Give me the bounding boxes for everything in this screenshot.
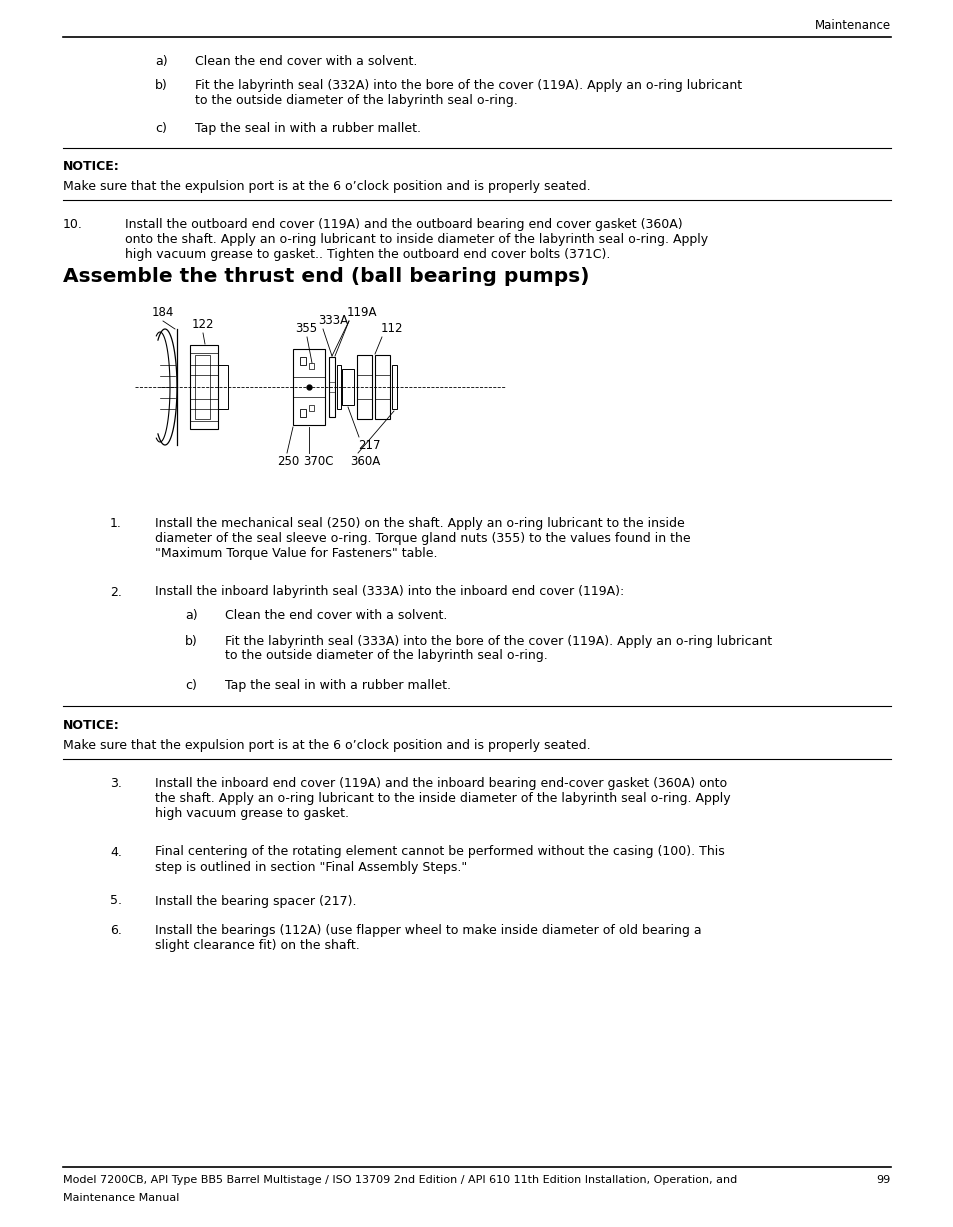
Text: Clean the end cover with a solvent.: Clean the end cover with a solvent. <box>194 55 417 67</box>
Text: Install the outboard end cover (119A) and the outboard bearing end cover gasket : Install the outboard end cover (119A) an… <box>125 218 707 261</box>
Bar <box>329 357 335 417</box>
Bar <box>356 355 372 418</box>
Text: Fit the labyrinth seal (333A) into the bore of the cover (119A). Apply an o-ring: Fit the labyrinth seal (333A) into the b… <box>225 634 771 663</box>
Bar <box>190 345 218 429</box>
Text: 10.: 10. <box>63 218 83 231</box>
Bar <box>299 357 306 364</box>
Bar <box>299 409 306 417</box>
Bar <box>375 355 390 418</box>
Text: NOTICE:: NOTICE: <box>63 160 120 173</box>
Text: Assemble the thrust end (ball bearing pumps): Assemble the thrust end (ball bearing pu… <box>63 267 589 286</box>
Text: 360A: 360A <box>350 455 380 467</box>
Text: Install the bearings (112A) (use flapper wheel to make inside diameter of old be: Install the bearings (112A) (use flapper… <box>154 924 700 952</box>
Text: 2.: 2. <box>110 585 122 599</box>
Text: 119A: 119A <box>347 306 377 319</box>
Text: Install the bearing spacer (217).: Install the bearing spacer (217). <box>154 894 356 908</box>
Text: NOTICE:: NOTICE: <box>63 719 120 733</box>
Text: a): a) <box>154 55 168 67</box>
Text: 3.: 3. <box>110 777 122 790</box>
Text: 4.: 4. <box>110 845 122 859</box>
Text: 1.: 1. <box>110 517 122 530</box>
Bar <box>190 353 218 364</box>
Text: Install the inboard end cover (119A) and the inboard bearing end-cover gasket (3: Install the inboard end cover (119A) and… <box>154 777 730 820</box>
Text: Make sure that the expulsion port is at the 6 o’clock position and is properly s: Make sure that the expulsion port is at … <box>63 739 590 752</box>
Bar <box>309 405 314 411</box>
Text: 112: 112 <box>380 321 403 335</box>
Text: 99: 99 <box>876 1175 890 1185</box>
Bar <box>218 364 228 409</box>
Bar <box>309 363 314 369</box>
Text: Tap the seal in with a rubber mallet.: Tap the seal in with a rubber mallet. <box>225 680 451 692</box>
Text: Install the mechanical seal (250) on the shaft. Apply an o-ring lubricant to the: Install the mechanical seal (250) on the… <box>154 517 690 560</box>
Text: Maintenance Manual: Maintenance Manual <box>63 1193 179 1202</box>
Bar <box>336 364 340 409</box>
Text: Maintenance: Maintenance <box>814 18 890 32</box>
Text: c): c) <box>185 680 196 692</box>
Text: Final centering of the rotating element cannot be performed without the casing (: Final centering of the rotating element … <box>154 845 724 874</box>
Bar <box>190 409 218 421</box>
Text: 184: 184 <box>152 306 174 319</box>
Text: 6.: 6. <box>110 924 122 937</box>
Text: 5.: 5. <box>110 894 122 908</box>
Text: 355: 355 <box>294 321 316 335</box>
Text: 250: 250 <box>276 455 299 467</box>
Text: b): b) <box>185 634 197 648</box>
Text: 333A: 333A <box>317 314 348 328</box>
Bar <box>392 364 396 409</box>
Text: c): c) <box>154 123 167 135</box>
Text: b): b) <box>154 80 168 92</box>
Text: Install the inboard labyrinth seal (333A) into the inboard end cover (119A):: Install the inboard labyrinth seal (333A… <box>154 585 623 599</box>
Text: Fit the labyrinth seal (332A) into the bore of the cover (119A). Apply an o-ring: Fit the labyrinth seal (332A) into the b… <box>194 80 741 108</box>
Text: 370C: 370C <box>303 455 334 467</box>
Bar <box>293 348 325 425</box>
Bar <box>341 369 354 405</box>
Text: Model 7200CB, API Type BB5 Barrel Multistage / ISO 13709 2nd Edition / API 610 1: Model 7200CB, API Type BB5 Barrel Multis… <box>63 1175 737 1185</box>
Text: Make sure that the expulsion port is at the 6 o’clock position and is properly s: Make sure that the expulsion port is at … <box>63 180 590 193</box>
Text: Clean the end cover with a solvent.: Clean the end cover with a solvent. <box>225 609 447 622</box>
Text: Tap the seal in with a rubber mallet.: Tap the seal in with a rubber mallet. <box>194 123 420 135</box>
Text: 217: 217 <box>357 439 380 452</box>
Text: a): a) <box>185 609 197 622</box>
Bar <box>194 355 210 418</box>
Text: 122: 122 <box>192 318 214 331</box>
